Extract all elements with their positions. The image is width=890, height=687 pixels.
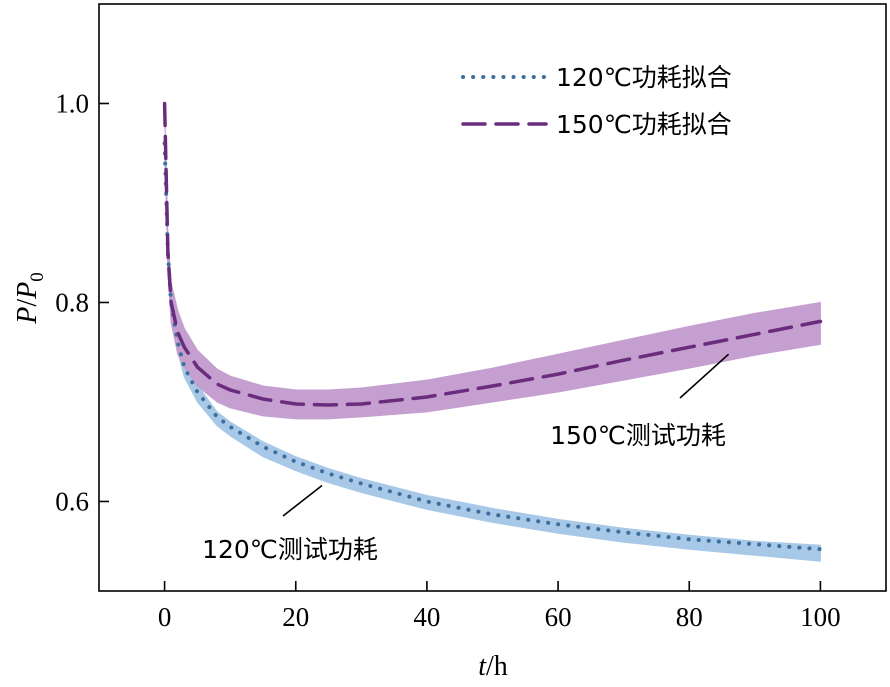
- annotation-leader-120: [282, 484, 323, 517]
- annotation-label-150: 150℃测试功耗: [550, 421, 726, 450]
- fit-lines: [162, 101, 823, 552]
- y-axis-label-slash: /: [12, 299, 43, 307]
- x-axis-label-var: t: [478, 651, 487, 682]
- x-axis-label-unit: /h: [486, 651, 508, 682]
- y-tick-label: 0.8: [55, 287, 89, 317]
- x-tick-label: 0: [158, 602, 172, 632]
- plot-frame: [98, 3, 887, 592]
- x-tick-label: 60: [545, 602, 572, 632]
- y-tick-label: 1.0: [55, 88, 89, 118]
- x-tick-label: 80: [676, 602, 703, 632]
- x-axis-label: t/h: [478, 651, 508, 682]
- x-axis-ticks: 0 20 40 60 80 100: [158, 581, 841, 632]
- legend-label-120: 120℃功耗拟合: [556, 63, 732, 92]
- test-bands: [164, 103, 821, 562]
- x-tick-label: 40: [413, 602, 440, 632]
- annotations: 150℃测试功耗 120℃测试功耗: [202, 353, 730, 564]
- y-axis-label-p: P: [12, 307, 43, 325]
- band-150: [164, 103, 821, 420]
- legend-label-150: 150℃功耗拟合: [556, 110, 732, 139]
- band-120: [164, 153, 821, 562]
- annotation-leader-150: [679, 353, 730, 399]
- x-tick-label: 100: [800, 602, 841, 632]
- y-axis-label-p0: P: [12, 282, 43, 300]
- y-tick-label: 0.6: [55, 486, 89, 516]
- x-tick-label: 20: [282, 602, 309, 632]
- legend: 120℃功耗拟合 150℃功耗拟合: [461, 63, 732, 139]
- y-axis-ticks: 0.6 0.8 1.0: [55, 88, 109, 516]
- y-axis-label: P/P0: [12, 272, 48, 325]
- annotation-label-120: 120℃测试功耗: [202, 535, 378, 564]
- fit-line-150: [162, 101, 823, 407]
- y-axis-label-subscript: 0: [27, 272, 48, 282]
